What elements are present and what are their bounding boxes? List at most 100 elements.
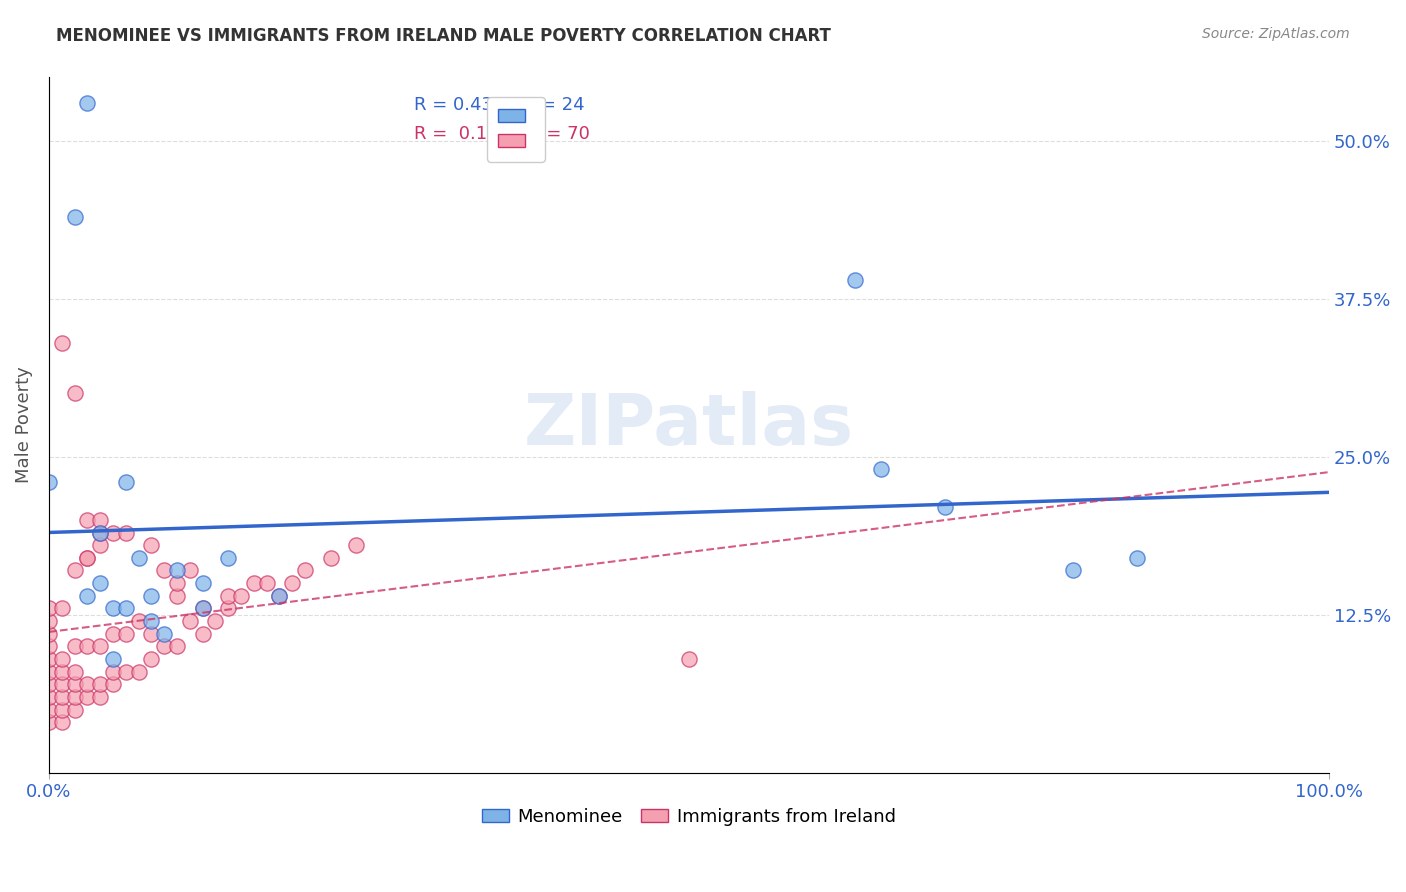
Point [128,550,150,565]
Legend: Menominee, Immigrants from Ireland: Menominee, Immigrants from Ireland [474,801,903,833]
Point [1062,564,1084,578]
Point [51,715,73,730]
Point [101,525,124,540]
Point [51,690,73,704]
Point [217,550,239,565]
Point [63,564,86,578]
Point [63,386,86,401]
Point [934,500,956,515]
Point [38,677,60,691]
Point [319,550,342,565]
Point [844,273,866,287]
Point [141,538,163,552]
Point [217,601,239,615]
Point [38,626,60,640]
Text: R = 0.436   N = 24: R = 0.436 N = 24 [413,96,585,114]
Point [114,601,136,615]
Point [89,640,111,654]
Point [229,589,252,603]
Text: ZIPatlas: ZIPatlas [524,391,853,459]
Point [89,677,111,691]
Point [63,640,86,654]
Point [76,677,98,691]
Point [51,335,73,350]
Point [153,626,176,640]
Point [38,640,60,654]
Point [166,564,188,578]
Point [269,589,291,603]
Point [191,626,214,640]
Point [38,614,60,628]
Point [678,652,700,666]
Point [166,589,188,603]
Point [63,665,86,679]
Point [204,614,226,628]
Point [38,702,60,716]
Point [191,601,214,615]
Point [101,601,124,615]
Point [76,95,98,110]
Point [51,665,73,679]
Point [101,652,124,666]
Point [63,677,86,691]
Point [38,475,60,489]
Text: R =  0.111   N = 70: R = 0.111 N = 70 [413,125,589,143]
Point [76,513,98,527]
Point [38,665,60,679]
Point [141,614,163,628]
Point [153,640,176,654]
Point [153,564,176,578]
Point [76,550,98,565]
Point [89,525,111,540]
Point [269,589,291,603]
Point [179,614,201,628]
Point [76,589,98,603]
Point [101,626,124,640]
Point [141,589,163,603]
Point [51,601,73,615]
Point [38,715,60,730]
Point [242,576,264,591]
Point [63,210,86,224]
Point [256,576,278,591]
Point [1126,550,1149,565]
Point [294,564,316,578]
Point [38,652,60,666]
Point [141,626,163,640]
Point [869,462,891,476]
Point [101,677,124,691]
Point [344,538,367,552]
Point [76,550,98,565]
Point [38,690,60,704]
Point [51,702,73,716]
Point [76,640,98,654]
Point [63,690,86,704]
Point [114,525,136,540]
Point [141,652,163,666]
Text: MENOMINEE VS IMMIGRANTS FROM IRELAND MALE POVERTY CORRELATION CHART: MENOMINEE VS IMMIGRANTS FROM IRELAND MAL… [56,27,831,45]
Point [114,475,136,489]
Point [76,690,98,704]
Point [217,589,239,603]
Point [89,525,111,540]
Point [51,652,73,666]
Point [281,576,304,591]
Point [63,702,86,716]
Point [38,601,60,615]
Point [191,601,214,615]
Point [128,614,150,628]
Point [166,640,188,654]
Point [51,677,73,691]
Point [89,538,111,552]
Point [89,576,111,591]
Point [191,576,214,591]
Point [128,665,150,679]
Point [179,564,201,578]
Point [114,626,136,640]
Point [89,513,111,527]
Point [166,576,188,591]
Y-axis label: Male Poverty: Male Poverty [15,367,32,483]
Point [114,665,136,679]
Text: Source: ZipAtlas.com: Source: ZipAtlas.com [1202,27,1350,41]
Point [89,690,111,704]
